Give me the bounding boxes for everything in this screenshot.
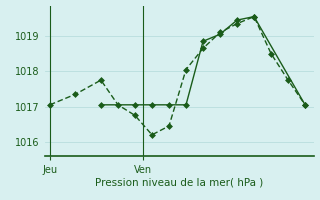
X-axis label: Pression niveau de la mer( hPa ): Pression niveau de la mer( hPa ): [95, 178, 263, 188]
